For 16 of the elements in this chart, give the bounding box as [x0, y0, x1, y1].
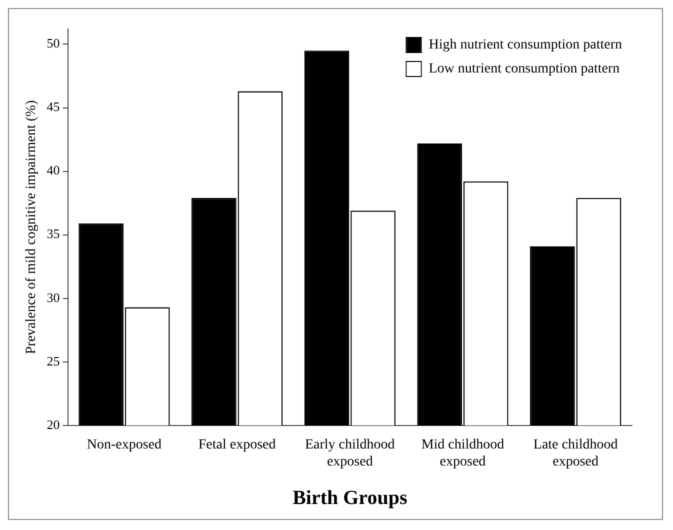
y-tick-label: 20 [46, 416, 60, 432]
y-tick-label: 25 [46, 353, 60, 368]
y-tick-label: 35 [46, 226, 60, 242]
x-axis-title: Birth Groups [292, 487, 408, 510]
legend-label: High nutrient consumption pattern [428, 38, 622, 53]
y-tick-label: 45 [46, 99, 60, 114]
y-tick-label: 50 [46, 36, 60, 51]
x-tick-label: Late childhood exposed [533, 437, 618, 470]
x-tick-label: Fetal exposed [198, 437, 276, 452]
y-tick-label: 30 [46, 290, 60, 305]
x-tick-label: Mid childhood exposed [421, 437, 504, 470]
x-tick-label: Early childhood exposed [304, 437, 395, 470]
y-tick-label: 40 [46, 162, 60, 178]
x-tick-label: Non-exposed [86, 437, 162, 452]
legend-label: Low nutrient consumption pattern [428, 62, 620, 77]
y-axis-title: Prevalence of mild cognitive impairment (%) [24, 100, 40, 354]
